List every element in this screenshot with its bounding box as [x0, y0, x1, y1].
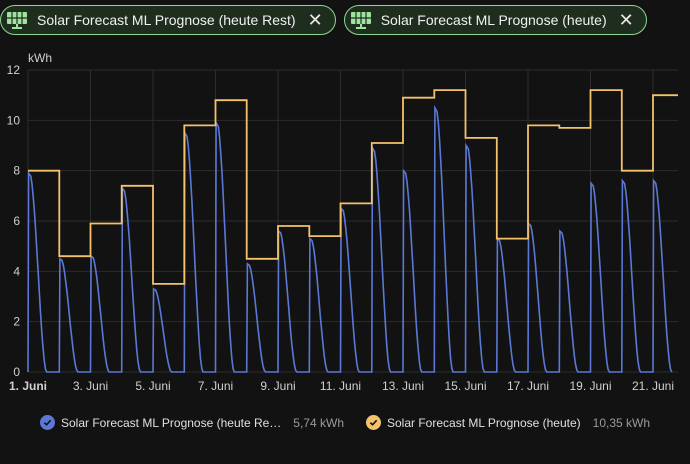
chip-heute-rest[interactable]: Solar Forecast ML Prognose (heute Rest) …	[0, 5, 336, 35]
check-circle-icon	[366, 415, 381, 430]
x-tick-label: 11. Juni	[320, 379, 361, 393]
legend-value: 10,35 kWh	[592, 415, 651, 430]
y-tick-label: 4	[13, 264, 20, 278]
solar-panel-icon	[349, 8, 373, 32]
legend-item-heute[interactable]: Solar Forecast ML Prognose (heute) 10,35…	[366, 415, 650, 430]
legend-item-heute-rest[interactable]: Solar Forecast ML Prognose (heute Re… 5,…	[39, 415, 344, 430]
history-chart: 0 2 4 6 8 10 12 1. Juni 3. Juni 5. Juni 7. Juni 9. …	[7, 51, 678, 393]
x-tick-label: 13. Juni	[382, 379, 424, 393]
y-tick-label: 12	[7, 63, 21, 77]
y-tick-label: 6	[13, 214, 20, 228]
x-tick-label: 9. Juni	[260, 379, 295, 393]
chip-heute[interactable]: Solar Forecast ML Prognose (heute) ✕	[343, 5, 647, 35]
x-tick-label: 3. Juni	[73, 379, 108, 393]
x-tick-label: 15. Juni	[444, 379, 486, 393]
x-tick-label: 21. Juni	[632, 379, 674, 393]
legend-label: Solar Forecast ML Prognose (heute)	[387, 415, 581, 430]
y-tick-label: 0	[13, 365, 20, 379]
x-tick-label: 7. Juni	[198, 379, 233, 393]
y-tick-label: 2	[13, 315, 20, 329]
x-tick-label: 5. Juni	[135, 379, 170, 393]
chip-label: Solar Forecast ML Prognose (heute Rest)	[37, 12, 296, 28]
y-tick-label: 10	[7, 113, 21, 127]
legend-label: Solar Forecast ML Prognose (heute Re…	[60, 415, 282, 430]
close-icon[interactable]: ✕	[618, 10, 634, 30]
x-tick-label: 17. Juni	[507, 379, 549, 393]
series-line-heute	[28, 89, 678, 285]
chart-legend: Solar Forecast ML Prognose (heute Re… 5,…	[0, 415, 690, 430]
chip-label: Solar Forecast ML Prognose (heute)	[380, 12, 607, 28]
close-icon[interactable]: ✕	[307, 10, 323, 30]
solar-panel-icon	[5, 8, 29, 32]
x-tick-label: 19. Juni	[569, 379, 611, 393]
check-circle-icon	[39, 415, 55, 430]
filter-chips: Solar Forecast ML Prognose (heute Rest) …	[0, 5, 647, 37]
legend-value: 5,74 kWh	[293, 415, 344, 430]
y-axis-label: kWh	[28, 51, 52, 65]
y-tick-label: 8	[13, 164, 20, 178]
series-line-heute-rest	[27, 104, 673, 373]
x-tick-label: 1. Juni	[9, 379, 47, 393]
